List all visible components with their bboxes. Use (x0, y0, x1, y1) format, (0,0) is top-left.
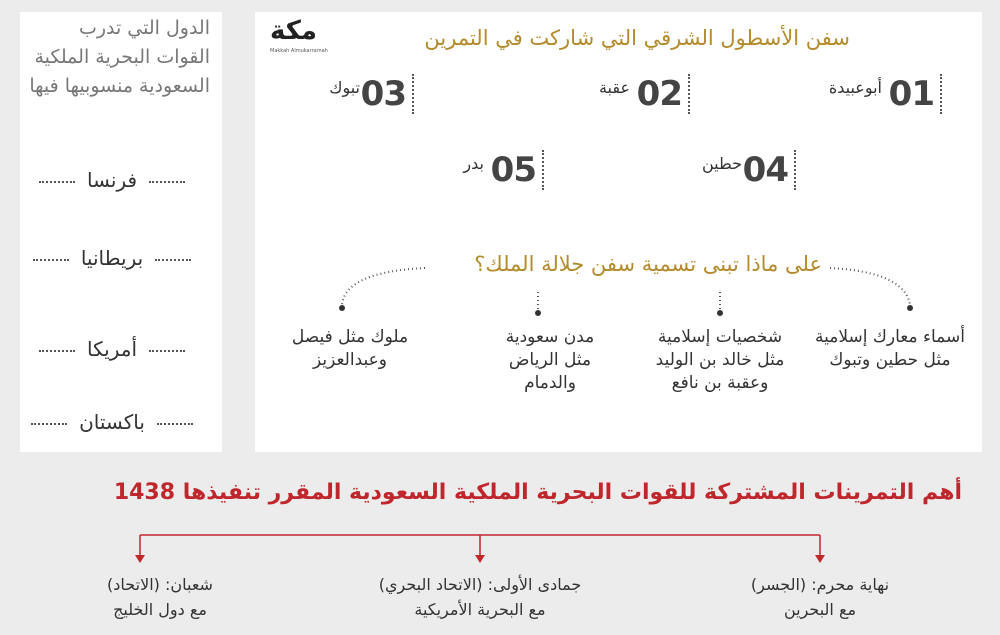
ship-name: حطين (701, 154, 742, 173)
arrow-lines (139, 534, 821, 557)
naming-title: على ماذا تبنى تسمية سفن جلالة الملك؟ (474, 252, 822, 276)
exercise: نهاية محرم: (الجسر) مع البحرين (700, 572, 940, 622)
ship-name: تبوك (329, 78, 360, 97)
ship-name: عقبة (598, 78, 630, 97)
exercise-when: شعبان: (الاتحاد) (107, 575, 213, 594)
country: أمريكا (22, 337, 202, 361)
ship-name: أبوعبيدة (828, 78, 882, 97)
arrowheads (135, 555, 825, 563)
country-name: أمريكا (86, 337, 137, 361)
dotted-line (537, 292, 721, 310)
left-panel (20, 12, 222, 452)
exercise-when: جمادى الأولى: (الاتحاد البحري) (378, 575, 582, 594)
logo-caption: Makkah Almukarramah (270, 48, 328, 54)
exercise: شعبان: (الاتحاد) مع دول الخليج (60, 572, 260, 622)
right-panel (255, 12, 982, 452)
naming-item: مدن سعودية مثل الرياض والدمام (505, 327, 595, 393)
exercise-with: مع البحرين (783, 600, 857, 619)
country: بريطانيا (22, 246, 202, 270)
ship-number: 03 (361, 74, 414, 114)
dots (339, 305, 913, 316)
naming-item: أسماء معارك إسلامية مثل حطين وتبوك (815, 327, 965, 370)
exercise-with: مع دول الخليج (113, 600, 207, 619)
ship-number: 01 (889, 74, 942, 114)
exercise-with: مع البحرية الأمريكية (414, 600, 546, 619)
left-title: الدول التي تدرب القوات البحرية الملكية ا… (29, 17, 210, 97)
country-name: بريطانيا (80, 246, 144, 270)
exercise-when: نهاية محرم: (الجسر) (750, 575, 890, 594)
ship-number: 04 (743, 150, 796, 190)
ship-number: 05 (491, 150, 544, 190)
exercise: جمادى الأولى: (الاتحاد البحري) مع البحرية… (360, 572, 600, 622)
exercises-title: أهم التمرينات المشتركة للقوات البحرية ال… (113, 480, 962, 505)
curve (341, 267, 911, 306)
country: فرنسا (22, 168, 202, 192)
naming-item: ملوك مثل فيصل وعبدالعزيز (291, 327, 409, 370)
ship-number: 02 (637, 74, 690, 114)
logo: مكة (270, 16, 317, 46)
country-name: فرنسا (86, 168, 138, 192)
country-name: باكستان (79, 410, 145, 434)
country: باكستان (22, 410, 202, 434)
ships-title: سفن الأسطول الشرقي التي شاركت في التمرين (424, 26, 850, 50)
ship-name: بدر (463, 154, 484, 173)
naming-item: شخصيات إسلامية مثل خالد بن الوليد وعقبة … (655, 327, 785, 393)
